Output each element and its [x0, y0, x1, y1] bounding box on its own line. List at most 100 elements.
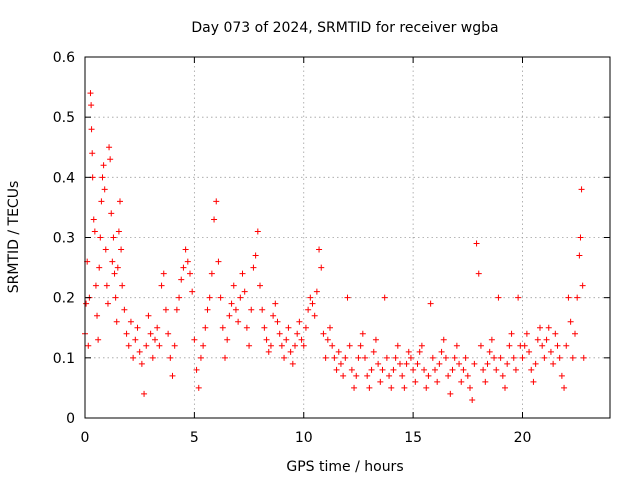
data-point — [346, 342, 353, 349]
data-point — [528, 366, 535, 373]
data-point — [407, 354, 414, 361]
data-point — [91, 228, 98, 235]
data-point — [283, 336, 290, 343]
data-point — [526, 348, 533, 355]
data-point — [296, 318, 303, 325]
data-point — [458, 378, 465, 385]
data-point — [87, 90, 94, 97]
data-point — [368, 366, 375, 373]
data-point — [565, 294, 572, 301]
data-point — [147, 330, 154, 337]
data-point — [99, 174, 106, 181]
data-point — [434, 378, 441, 385]
axis-ticks: 0 5 10 15 20 0 0.1 0.2 0.3 0.4 0.5 0.6 — [53, 50, 610, 446]
data-point — [335, 348, 342, 355]
data-point — [202, 324, 209, 331]
data-point — [169, 372, 176, 379]
data-point — [134, 324, 141, 331]
data-point — [508, 330, 515, 337]
data-point — [429, 354, 436, 361]
data-point — [222, 354, 228, 361]
data-point — [197, 354, 204, 361]
data-point — [552, 330, 559, 337]
x-tick-label: 10 — [295, 430, 313, 446]
data-point — [493, 366, 500, 373]
data-point — [182, 246, 189, 253]
data-point — [235, 318, 242, 325]
data-point — [359, 330, 366, 337]
data-point — [377, 378, 384, 385]
data-point — [375, 360, 382, 367]
data-point — [324, 336, 331, 343]
data-point — [274, 318, 281, 325]
data-point — [204, 306, 211, 313]
data-point — [89, 150, 96, 157]
data-point — [228, 300, 235, 307]
data-point — [289, 360, 296, 367]
data-point — [195, 384, 202, 391]
data-point — [348, 366, 355, 373]
data-point — [230, 282, 237, 289]
data-point — [537, 324, 543, 331]
data-point — [388, 384, 395, 391]
data-point — [96, 264, 103, 271]
data-point — [313, 288, 320, 295]
data-point — [294, 330, 301, 337]
data-point — [418, 342, 425, 349]
data-point — [482, 378, 489, 385]
data-point — [191, 336, 198, 343]
data-point — [103, 282, 110, 289]
data-point — [423, 384, 430, 391]
data-point — [85, 342, 92, 349]
data-point — [200, 342, 207, 349]
data-point — [486, 348, 493, 355]
data-point — [302, 324, 309, 331]
data-point — [261, 324, 268, 331]
data-point — [558, 372, 565, 379]
data-point — [215, 258, 222, 265]
data-point — [344, 294, 351, 301]
data-point — [125, 342, 132, 349]
data-point — [252, 252, 259, 259]
data-point — [149, 354, 156, 361]
data-point — [232, 306, 239, 313]
data-point — [102, 246, 109, 253]
data-point — [106, 144, 113, 151]
data-point — [83, 300, 90, 307]
data-point — [276, 330, 283, 337]
data-point — [532, 360, 539, 367]
data-point — [580, 354, 587, 361]
y-tick-label: 0 — [66, 411, 75, 427]
data-point — [386, 372, 393, 379]
data-point — [331, 354, 338, 361]
data-point — [440, 336, 447, 343]
data-point — [239, 270, 246, 277]
data-point — [109, 258, 116, 265]
data-point — [475, 270, 482, 277]
y-tick-label: 0.4 — [53, 170, 75, 186]
data-point — [248, 306, 255, 313]
data-point — [300, 342, 307, 349]
data-point — [219, 324, 226, 331]
data-point — [410, 366, 417, 373]
data-point — [246, 342, 253, 349]
data-point — [432, 366, 438, 373]
data-point — [141, 390, 148, 397]
data-point — [530, 378, 537, 385]
data-point — [456, 360, 463, 367]
data-point — [111, 270, 118, 277]
data-point — [281, 354, 288, 361]
data-point — [403, 360, 410, 367]
data-point — [322, 354, 329, 361]
data-point — [364, 372, 371, 379]
data-point — [477, 342, 484, 349]
data-point — [121, 306, 128, 313]
data-point — [285, 324, 292, 331]
data-point — [132, 336, 139, 343]
data-point — [545, 324, 552, 331]
data-point — [567, 318, 574, 325]
data-point — [250, 264, 257, 271]
data-point — [316, 246, 323, 253]
data-point — [217, 294, 224, 301]
data-point — [399, 372, 406, 379]
